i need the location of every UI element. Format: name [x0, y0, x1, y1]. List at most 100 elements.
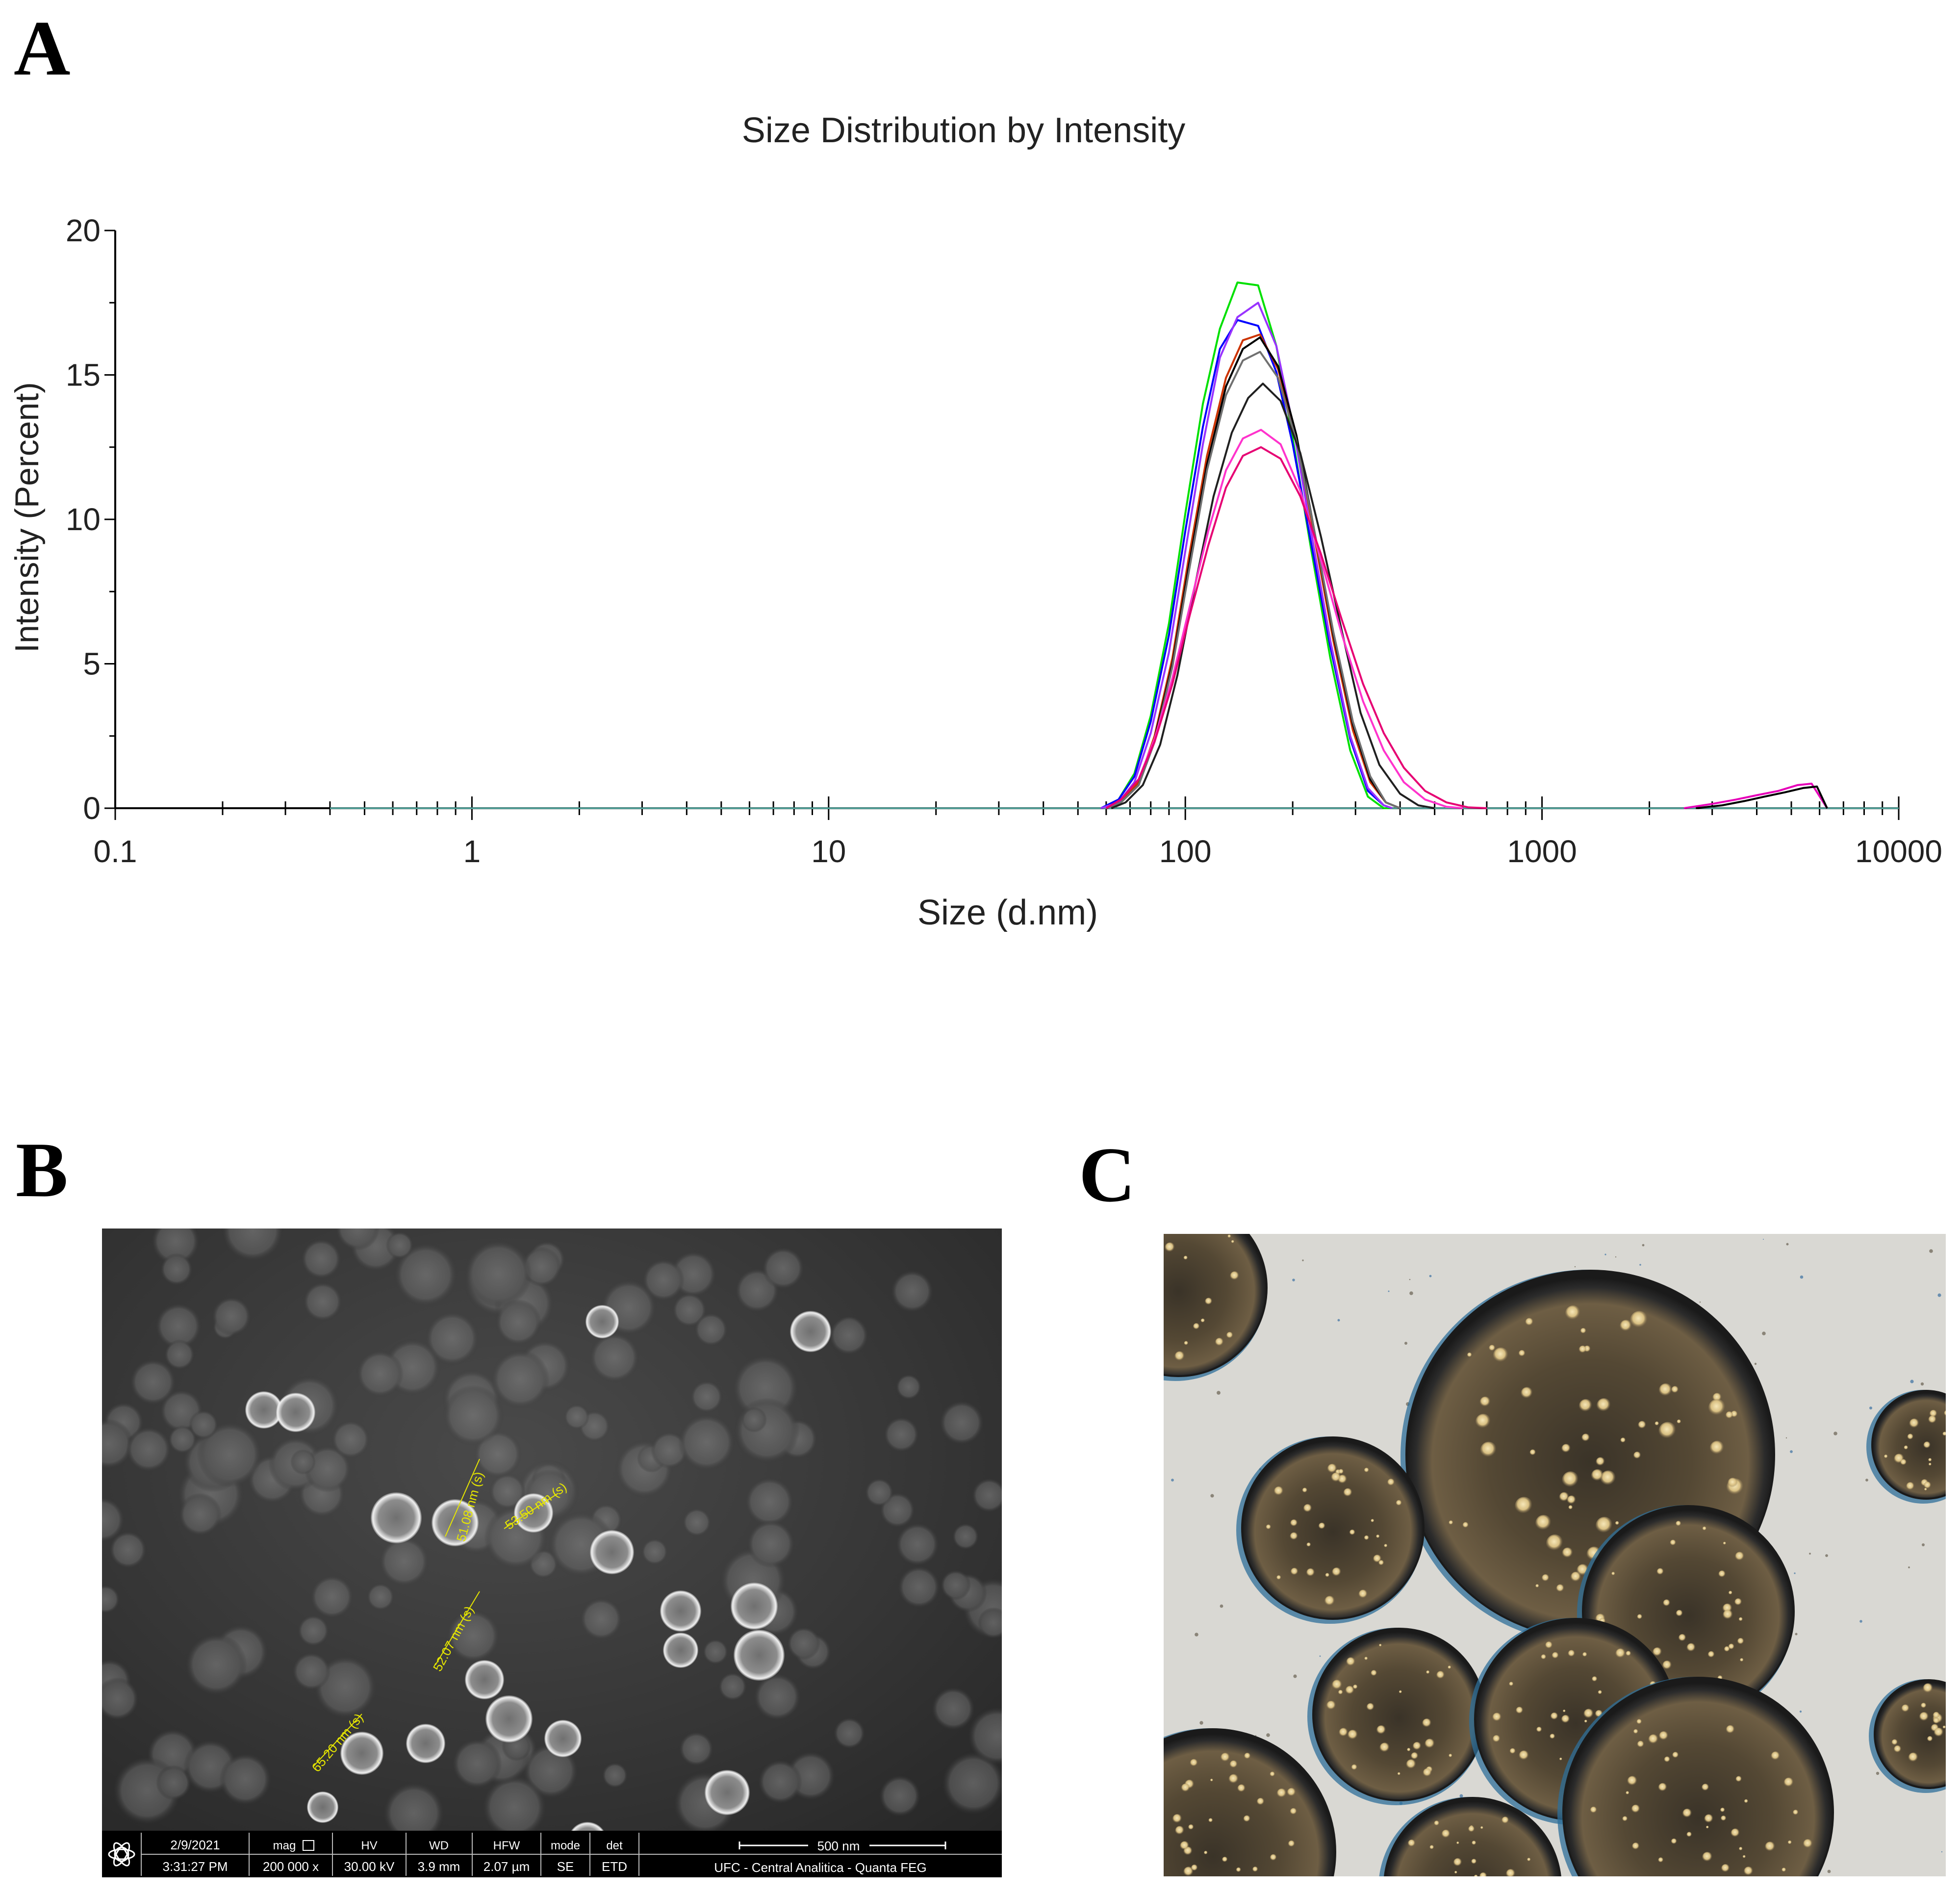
sem-time: 3:31:27 PM	[163, 1859, 228, 1874]
oil-droplet	[1923, 1441, 1931, 1449]
y-tick-label: 20	[66, 213, 101, 248]
oil-droplet	[1590, 1806, 1598, 1814]
oil-droplet	[1550, 1712, 1559, 1721]
sem-lab-name: UFC - Central Analitica - Quanta FEG	[714, 1860, 926, 1875]
sem-background-grain	[672, 1293, 707, 1327]
oil-droplet	[1290, 1519, 1298, 1527]
oil-droplet	[1803, 1839, 1813, 1849]
oil-droplet	[1734, 1598, 1742, 1606]
panel-c-label: C	[1079, 1131, 1136, 1218]
dust-speck	[1869, 1407, 1872, 1409]
sem-background-grain	[972, 1478, 1002, 1512]
sem-background-grain	[932, 1687, 975, 1730]
oil-droplet	[1448, 1665, 1451, 1669]
dust-speck	[1922, 1543, 1925, 1546]
oil-droplet	[1366, 1703, 1375, 1712]
oil-droplet	[1655, 1421, 1659, 1426]
nanoparticle	[734, 1630, 785, 1681]
nanoparticle	[485, 1695, 533, 1742]
oil-droplet	[1376, 1535, 1380, 1538]
sem-background-grain	[298, 1615, 329, 1646]
chart-title: Size Distribution by Intensity	[742, 111, 1185, 150]
sem-background-grain	[745, 1477, 794, 1526]
oil-droplet	[1670, 1539, 1677, 1546]
oil-droplet	[1327, 1463, 1338, 1474]
sem-background-grain	[891, 1270, 933, 1312]
x-tick-label: 1000	[1507, 834, 1577, 869]
oil-droplet	[1721, 1864, 1731, 1873]
oil-droplet	[1561, 1715, 1571, 1724]
oil-droplet	[1453, 1858, 1463, 1868]
oil-droplet	[1600, 1470, 1617, 1487]
oil-droplet	[1174, 1351, 1185, 1362]
oil-droplet	[1480, 1826, 1484, 1830]
oil-droplet	[1731, 1828, 1740, 1838]
oil-droplet	[1633, 1729, 1639, 1735]
oil-droplet	[1379, 1644, 1382, 1647]
oil-droplet	[1165, 1242, 1175, 1253]
oil-droplet	[1682, 1808, 1693, 1819]
oil-droplet	[1376, 1725, 1386, 1735]
sem-hfw-label: HFW	[493, 1839, 520, 1852]
sem-background-grain	[109, 1531, 147, 1568]
oil-droplet	[1535, 1515, 1552, 1532]
panel-a-label: A	[14, 4, 71, 92]
dust-speck	[1171, 1479, 1174, 1482]
oil-droplet	[1592, 1676, 1598, 1682]
mag-box-icon	[303, 1840, 314, 1851]
oil-droplet	[1676, 1521, 1681, 1527]
oil-droplet	[1290, 1808, 1298, 1816]
nanoparticle	[406, 1724, 445, 1763]
oil-droplet	[1371, 1519, 1375, 1523]
oil-droplet	[1678, 1634, 1687, 1642]
oil-droplet	[1702, 1852, 1713, 1863]
sem-background-grain	[335, 1229, 380, 1251]
oil-droplet	[1475, 1413, 1492, 1430]
oil-droplet	[1672, 1752, 1679, 1759]
oil-droplet	[1236, 1867, 1242, 1873]
y-tick-label: 10	[66, 502, 101, 537]
sem-background-grain	[126, 1427, 171, 1472]
sem-hv: 30.00 kV	[344, 1859, 395, 1874]
dust-speck	[1920, 1382, 1924, 1386]
oil-droplet	[1406, 1759, 1417, 1770]
oil-droplet	[1237, 1784, 1246, 1793]
oil-droplet	[1306, 1542, 1311, 1547]
oil-droplet	[1351, 1764, 1358, 1771]
oil-droplet	[1326, 1700, 1337, 1711]
sem-mode: SE	[557, 1859, 574, 1874]
oil-droplet	[1290, 1567, 1299, 1576]
oil-droplet	[1933, 1717, 1940, 1725]
oil-droplet	[1200, 1318, 1205, 1323]
oil-droplet	[1318, 1522, 1326, 1530]
size-distribution-chart: Size Distribution by Intensity Intensity…	[8, 111, 1942, 932]
oil-droplet	[1909, 1418, 1920, 1429]
sem-background-grain	[185, 1634, 247, 1695]
oil-droplet	[1906, 1482, 1915, 1491]
oil-droplet	[1742, 1855, 1746, 1859]
sem-background-grain	[489, 1473, 526, 1510]
oil-droplet	[1598, 1690, 1603, 1695]
sem-background-grain	[219, 1753, 271, 1805]
oil-droplet	[1552, 1652, 1559, 1660]
oil-droplet	[1222, 1857, 1228, 1863]
dust-speck	[1210, 1494, 1214, 1498]
oil-droplet	[1364, 1657, 1368, 1661]
sem-background-grain	[222, 1229, 283, 1261]
oil-droplet	[1349, 1529, 1356, 1536]
sem-background-grain	[102, 1677, 139, 1720]
sem-background-grain	[896, 1374, 921, 1400]
sem-background-grain	[452, 1739, 502, 1789]
oil-droplet	[1723, 1541, 1727, 1545]
nanoparticle	[663, 1633, 698, 1668]
oil-droplet	[1387, 1479, 1395, 1486]
oil-droplet	[1352, 1684, 1358, 1690]
oil-droplet	[1527, 1858, 1531, 1862]
oil-droplet	[1658, 1857, 1664, 1863]
oil-droplet	[1384, 1544, 1388, 1548]
x-tick-label: 10000	[1855, 834, 1942, 869]
oil-droplet	[1266, 1524, 1272, 1530]
oil-droplet	[1793, 1810, 1799, 1816]
oil-droplet	[1521, 1387, 1533, 1400]
dust-speck	[1220, 1604, 1223, 1608]
